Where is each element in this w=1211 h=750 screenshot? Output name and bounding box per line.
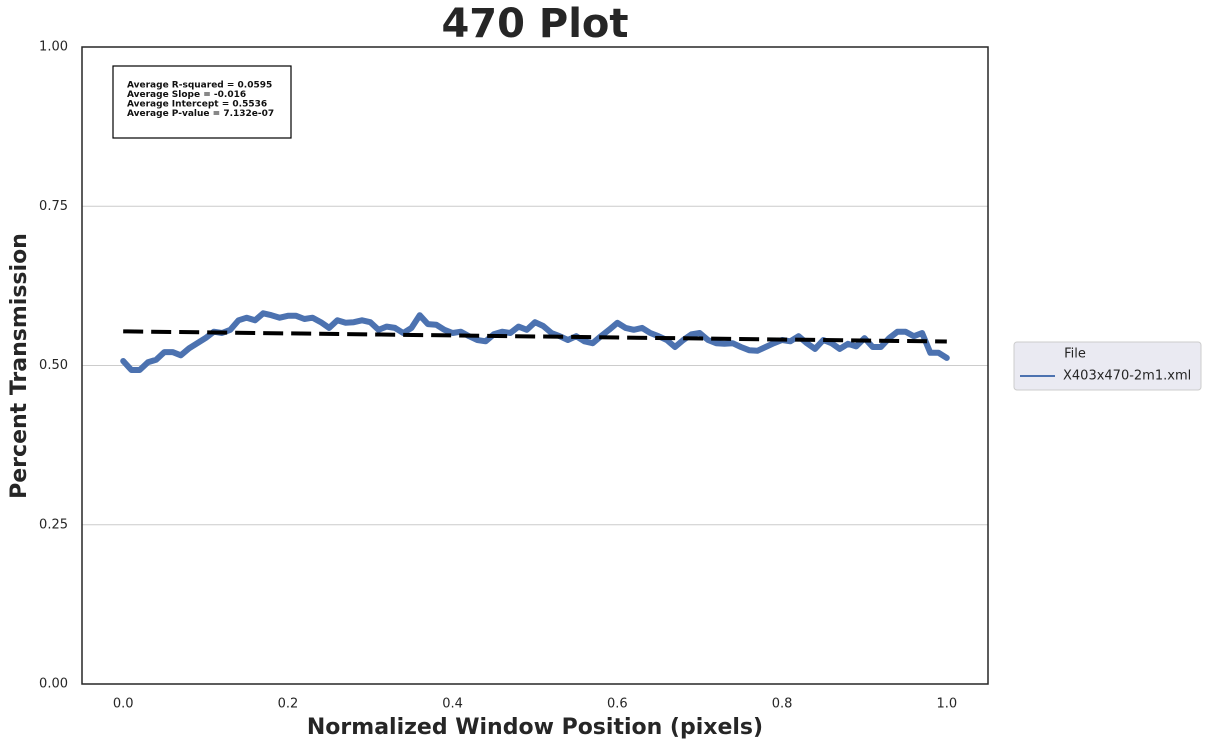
trend-line (123, 329, 947, 344)
y-tick-label: 0.25 (39, 517, 68, 532)
x-tick-label: 1.0 (936, 697, 957, 712)
x-tick-label: 0.0 (113, 697, 134, 712)
legend-title: File (1064, 347, 1086, 362)
data-line (120, 310, 950, 373)
legend-box (1013, 341, 1202, 391)
y-tick-label: 0.50 (39, 358, 68, 373)
annotation-box (112, 65, 292, 139)
y-axis-label: Percent Transmission (7, 233, 32, 499)
chart-title: 470 Plot (441, 1, 628, 47)
x-axis-label: Normalized Window Position (pixels) (307, 715, 763, 740)
y-tick-label: 0.00 (39, 677, 68, 692)
legend-label: X403x470-2m1.xml (1063, 369, 1191, 384)
annotation-text: Average Intercept = 0.5536 (127, 100, 267, 110)
x-tick-label: 0.4 (442, 697, 463, 712)
y-tick-label: 1.00 (39, 40, 68, 55)
x-tick-label: 0.8 (772, 697, 793, 712)
x-tick-label: 0.6 (607, 697, 628, 712)
annotation-text: Average P-value = 7.132e-07 (127, 109, 274, 119)
annotation-text: Average Slope = -0.016 (127, 90, 246, 100)
x-tick-label: 0.2 (278, 697, 299, 712)
plot-frame (81, 46, 989, 685)
y-tick-label: 0.75 (39, 199, 68, 214)
annotation-text: Average R-squared = 0.0595 (127, 81, 272, 91)
